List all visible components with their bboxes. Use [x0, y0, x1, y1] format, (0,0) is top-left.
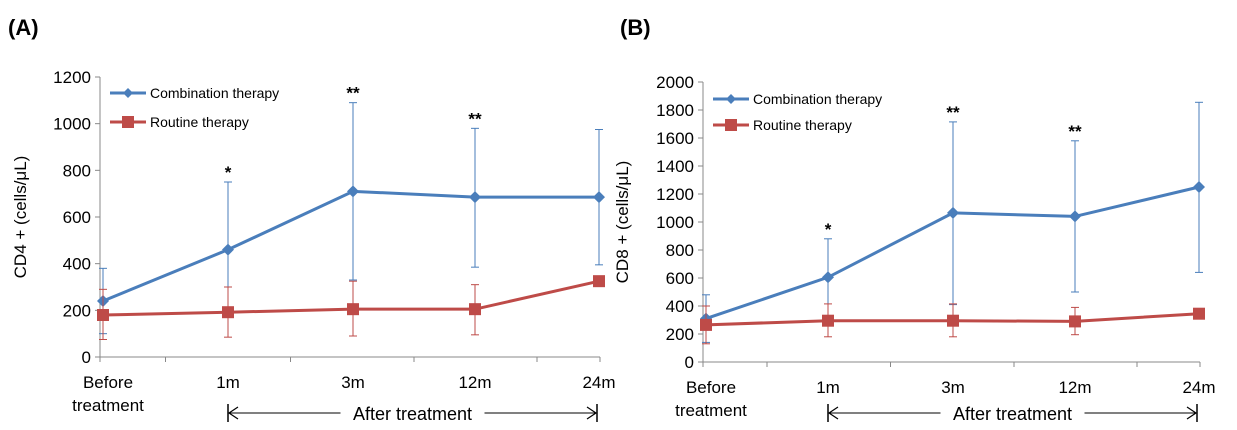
y-tick-label: 600 — [63, 208, 91, 227]
routine-point — [222, 306, 234, 319]
routine-point — [947, 314, 959, 327]
legend-routine-marker — [725, 119, 737, 131]
routine-point — [97, 309, 109, 321]
panel-label: (A) — [8, 15, 39, 40]
y-tick-label: 200 — [666, 325, 694, 344]
x-tick-label: 12m — [1058, 378, 1091, 397]
legend-routine-label: Routine therapy — [753, 117, 852, 133]
y-tick-label: 0 — [685, 353, 694, 372]
combination-point — [822, 271, 834, 284]
y-tick-label: 1200 — [656, 185, 694, 204]
significance-marker: ** — [1068, 122, 1082, 141]
combination-point — [947, 206, 959, 219]
legend-combination-marker — [123, 88, 133, 98]
y-tick-label: 1800 — [656, 101, 694, 120]
y-axis-label: CD8 + (cells/μL) — [613, 161, 632, 284]
legend-combination-label: Combination therapy — [753, 91, 882, 107]
y-tick-label: 400 — [63, 255, 91, 274]
routine-point — [1193, 307, 1205, 320]
x-tick-label: 3m — [341, 373, 365, 392]
combination-point — [347, 185, 359, 198]
chart-cd4: (A) CD4 + (cells/μL) 0 200 400 600 800 1000 1200… — [8, 15, 616, 424]
y-tick-label: 1000 — [656, 213, 694, 232]
y-tick-label: 400 — [666, 297, 694, 316]
routine-point — [593, 275, 605, 288]
y-axis-label: CD4 + (cells/μL) — [11, 156, 30, 279]
panel-label: (B) — [620, 15, 651, 40]
significance-marker: ** — [468, 109, 482, 128]
combination-series-line — [102, 189, 599, 303]
y-tick-label: 200 — [63, 301, 91, 320]
chart-cd8: (B) CD8 + (cells/μL) 0 200 400 600 800 1000 1200… — [613, 15, 1216, 424]
legend-combination-label: Combination therapy — [150, 85, 279, 101]
legend-routine-label: Routine therapy — [150, 114, 249, 130]
significance-marker: ** — [946, 103, 960, 122]
x-tick-label: Before treatment — [72, 373, 144, 415]
routine-point — [822, 314, 834, 327]
routine-point — [700, 318, 712, 331]
x-tick-label: 24m — [582, 373, 615, 392]
x-tick-label: Before treatment — [675, 378, 747, 420]
routine-point — [347, 303, 359, 316]
y-tick-label: 800 — [63, 161, 91, 180]
y-tick-label: 0 — [82, 348, 91, 367]
combination-point — [1069, 210, 1081, 223]
legend-routine-marker — [122, 116, 134, 128]
y-tick-label: 2000 — [656, 73, 694, 92]
significance-marker: ** — [346, 84, 360, 103]
x-tick-label: 3m — [941, 378, 965, 397]
x-tick-label: 1m — [816, 378, 840, 397]
after-treatment-label: After treatment — [353, 404, 472, 424]
after-arrowhead-left — [827, 406, 839, 420]
after-arrowhead-right — [586, 406, 598, 420]
x-tick-label: 1m — [216, 373, 240, 392]
significance-marker: * — [225, 163, 232, 182]
y-tick-label: 1200 — [53, 68, 91, 87]
combination-point — [1193, 181, 1205, 193]
after-treatment-label: After treatment — [953, 404, 1072, 424]
significance-marker: * — [825, 220, 832, 239]
y-tick-label: 1400 — [656, 157, 694, 176]
after-arrowhead-left — [227, 406, 239, 420]
combination-point — [469, 191, 481, 204]
y-tick-label: 1600 — [656, 129, 694, 148]
x-tick-label: 24m — [1182, 378, 1215, 397]
combination-point — [593, 191, 605, 204]
legend-combination-marker — [726, 94, 736, 104]
routine-point — [469, 303, 481, 316]
y-tick-label: 800 — [666, 241, 694, 260]
x-tick-label: 12m — [458, 373, 491, 392]
y-tick-label: 1000 — [53, 115, 91, 134]
routine-point — [1069, 315, 1081, 328]
combination-point — [222, 243, 234, 256]
y-tick-label: 600 — [666, 269, 694, 288]
after-arrowhead-right — [1186, 406, 1198, 420]
